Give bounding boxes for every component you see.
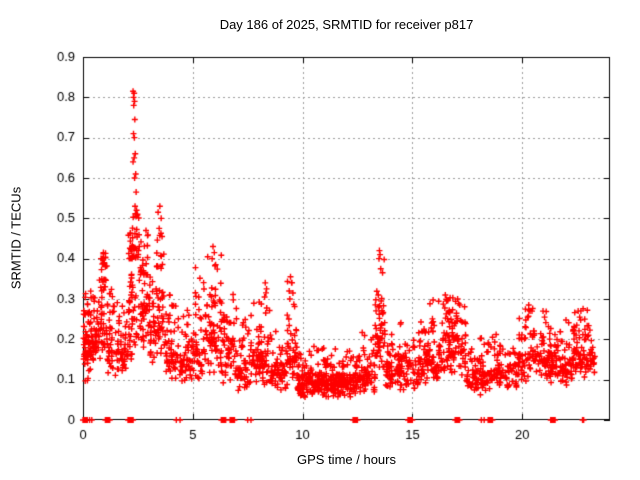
chart-title: Day 186 of 2025, SRMTID for receiver p81… [219, 17, 474, 32]
y-axis-label: SRMTID / TECUs [8, 186, 24, 290]
x-axis-label: GPS time / hours [297, 452, 396, 467]
